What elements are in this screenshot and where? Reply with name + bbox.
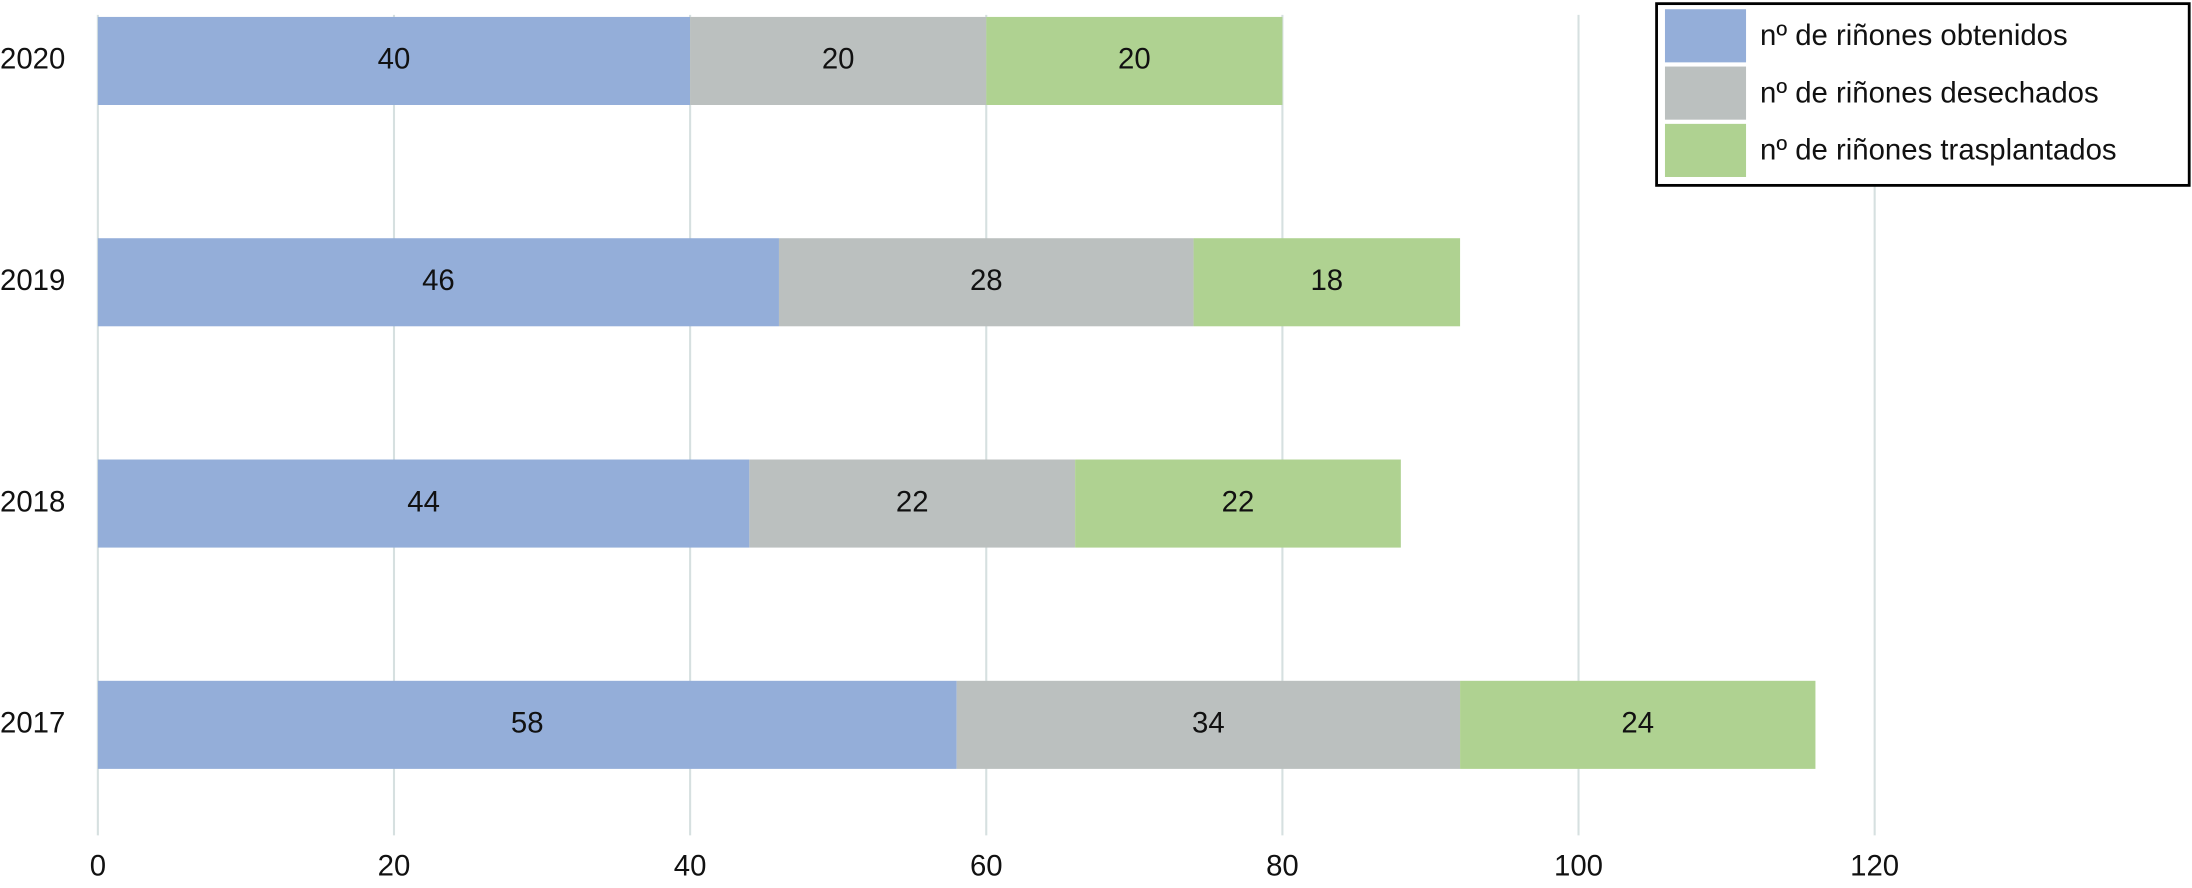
data-label: 22 bbox=[896, 485, 929, 518]
legend-swatch bbox=[1664, 66, 1747, 120]
data-label: 44 bbox=[407, 485, 440, 518]
bar-segment bbox=[986, 16, 1283, 105]
bar-segment bbox=[778, 238, 1194, 327]
data-label: 20 bbox=[1118, 43, 1151, 76]
data-label: 40 bbox=[378, 43, 411, 76]
data-label: 20 bbox=[822, 43, 855, 76]
data-label: 46 bbox=[422, 264, 455, 297]
legend-swatch bbox=[1664, 123, 1747, 177]
legend-label: nº de riñones obtenidos bbox=[1760, 19, 2068, 52]
data-label: 58 bbox=[511, 707, 544, 740]
legend-label: nº de riñones trasplantados bbox=[1760, 134, 2117, 167]
bar-segment bbox=[97, 459, 750, 548]
bar-segment bbox=[749, 459, 1076, 548]
bar-segment bbox=[1460, 680, 1816, 769]
x-tick-label: 20 bbox=[378, 849, 411, 882]
bar-segment bbox=[97, 238, 779, 327]
bar-segment bbox=[97, 680, 957, 769]
x-tick-label: 120 bbox=[1850, 849, 1899, 882]
x-tick-label: 40 bbox=[674, 849, 707, 882]
data-label: 18 bbox=[1310, 264, 1343, 297]
y-tick-label: 2017 bbox=[0, 707, 65, 740]
y-tick-label: 2020 bbox=[0, 43, 65, 76]
data-label: 28 bbox=[970, 264, 1003, 297]
bar-segment bbox=[1193, 238, 1461, 327]
data-label: 22 bbox=[1222, 485, 1255, 518]
x-tick-label: 80 bbox=[1266, 849, 1299, 882]
bar-segment bbox=[97, 16, 691, 105]
data-label: 24 bbox=[1621, 707, 1654, 740]
bar-segment bbox=[690, 16, 987, 105]
legend-label: nº de riñones desechados bbox=[1760, 76, 2099, 109]
y-tick-label: 2018 bbox=[0, 485, 65, 518]
legend-swatch bbox=[1664, 9, 1747, 63]
y-tick-label: 2019 bbox=[0, 264, 65, 297]
x-tick-label: 100 bbox=[1554, 849, 1603, 882]
bar-segment bbox=[1075, 459, 1401, 548]
data-label: 34 bbox=[1192, 707, 1225, 740]
x-tick-label: 60 bbox=[970, 849, 1003, 882]
bar-segment bbox=[956, 680, 1461, 769]
x-tick-label: 0 bbox=[90, 849, 106, 882]
